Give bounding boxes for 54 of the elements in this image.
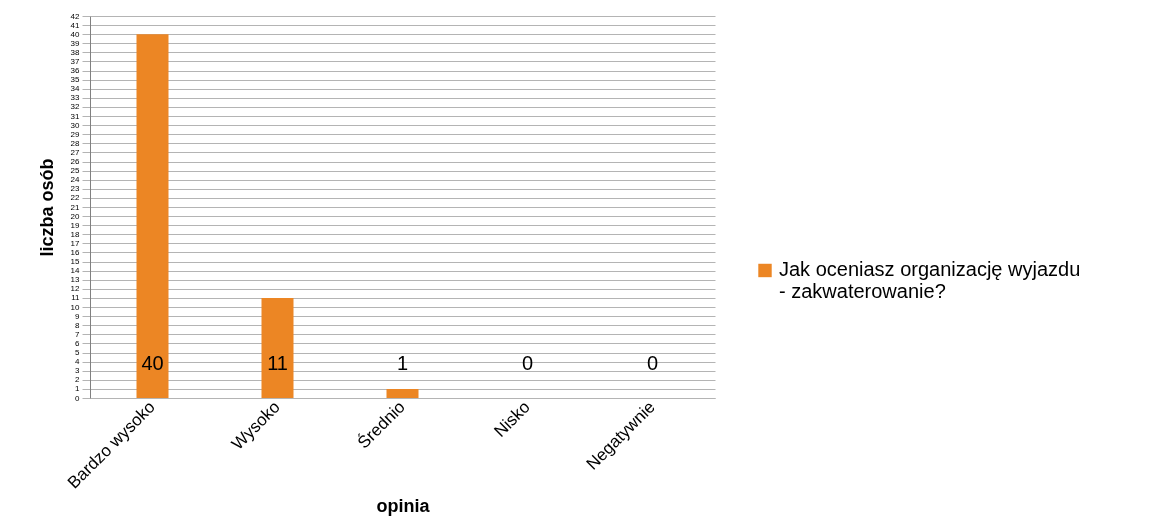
data-label: 1 bbox=[396, 352, 409, 374]
y-tick-label: 26 bbox=[70, 157, 81, 167]
y-tick-label: 19 bbox=[70, 220, 81, 230]
y-tick-label: 20 bbox=[70, 211, 81, 221]
y-tick-label: 4 bbox=[75, 357, 81, 367]
y-tick-label: 17 bbox=[70, 238, 81, 248]
y-tick-label: 10 bbox=[70, 302, 81, 312]
y-tick-label: 11 bbox=[71, 293, 81, 303]
y-tick-label: 35 bbox=[70, 75, 81, 85]
y-tick-label: 5 bbox=[75, 348, 81, 358]
y-tick-label: 32 bbox=[70, 102, 81, 112]
y-tick-label: 12 bbox=[70, 284, 81, 294]
y-tick-label: 24 bbox=[70, 175, 81, 185]
y-tick-label: 3 bbox=[75, 366, 81, 376]
y-tick-label: 25 bbox=[70, 166, 81, 176]
data-label: 11 bbox=[267, 352, 288, 374]
y-tick-label: 38 bbox=[70, 47, 81, 57]
y-tick-label: 1 bbox=[75, 384, 81, 394]
y-tick-label: 34 bbox=[70, 84, 81, 94]
bar bbox=[386, 388, 419, 398]
y-tick-label: 0 bbox=[75, 393, 81, 403]
y-tick-label: 42 bbox=[70, 11, 81, 21]
data-label: 0 bbox=[646, 352, 659, 374]
y-tick-label: 14 bbox=[70, 266, 81, 276]
y-tick-label: 29 bbox=[70, 129, 81, 139]
bar bbox=[261, 297, 294, 398]
y-tick-label: 31 bbox=[70, 111, 81, 121]
y-tick-label: 15 bbox=[70, 257, 81, 267]
y-tick-label: 8 bbox=[75, 320, 81, 330]
data-label: 40 bbox=[141, 352, 164, 374]
y-tick-label: 2 bbox=[75, 375, 81, 385]
y-axis-title: liczba osób bbox=[36, 158, 57, 257]
x-axis-title: opinia bbox=[376, 495, 431, 516]
y-tick-label: 22 bbox=[70, 193, 81, 203]
y-tick-label: 40 bbox=[70, 29, 81, 39]
bar bbox=[136, 34, 169, 398]
y-tick-label: 33 bbox=[70, 93, 81, 103]
y-tick-label: 23 bbox=[70, 184, 81, 194]
y-tick-label: 36 bbox=[70, 66, 81, 76]
legend-label: Jak oceniasz organizację wyjazdu - zakwaterowanie? bbox=[779, 258, 1081, 303]
y-tick-label: 41 bbox=[70, 20, 81, 30]
y-tick-label: 28 bbox=[70, 138, 81, 148]
y-tick-label: 21 bbox=[70, 202, 81, 212]
y-tick-label: 27 bbox=[70, 147, 81, 157]
y-tick-label: 37 bbox=[70, 56, 81, 66]
y-tick-label: 7 bbox=[75, 329, 81, 339]
y-tick-label: 16 bbox=[70, 247, 81, 257]
y-tick-label: 30 bbox=[70, 120, 81, 130]
y-tick-label: 9 bbox=[75, 311, 81, 321]
y-tick-label: 13 bbox=[70, 275, 81, 285]
y-tick-label: 39 bbox=[70, 38, 81, 48]
y-tick-label: 18 bbox=[70, 229, 81, 239]
data-label: 0 bbox=[521, 352, 534, 374]
y-tick-label: 6 bbox=[75, 338, 81, 348]
